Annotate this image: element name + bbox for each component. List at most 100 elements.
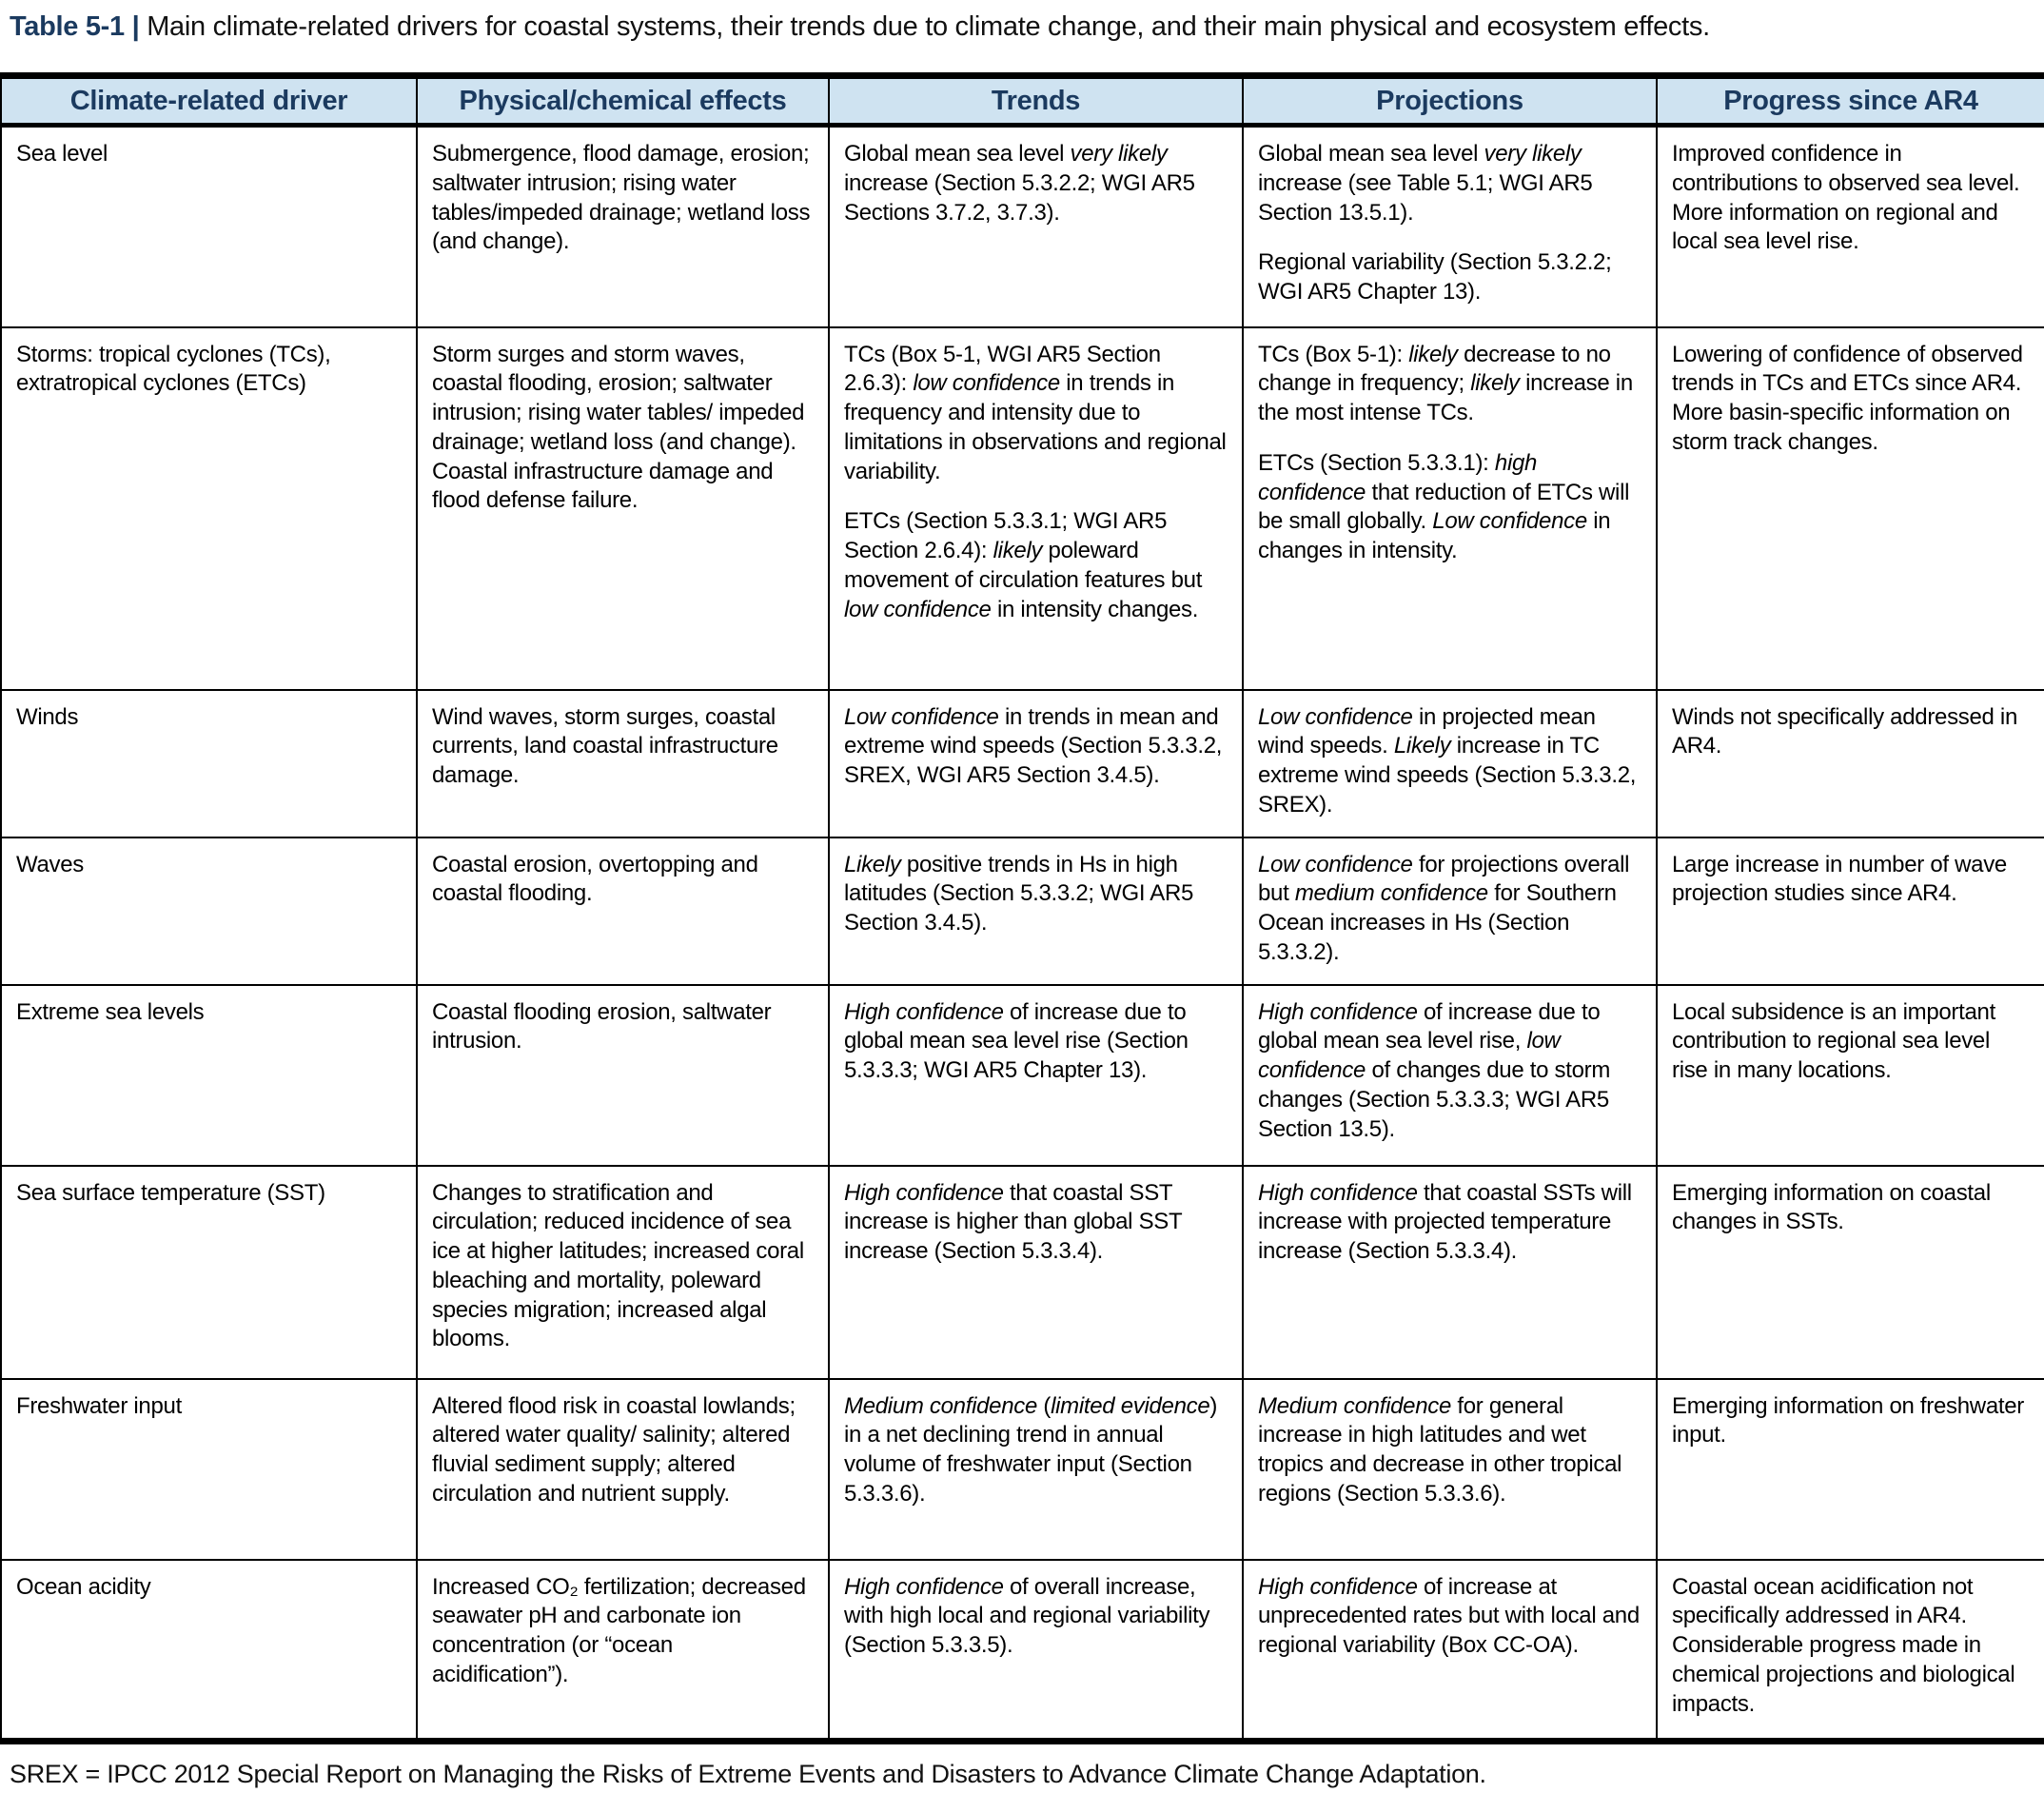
cell-paragraph: Improved confidence in contributions to …	[1672, 141, 2020, 255]
cell-paragraph: Sea level	[16, 141, 108, 167]
cell-projections: Low confidence for projections overall b…	[1243, 836, 1658, 985]
cell-paragraph: Global mean sea level very likely increa…	[844, 141, 1195, 226]
table-row: Extreme sea levels Coastal flooding erosi…	[1, 983, 2044, 1166]
cell-paragraph: High confidence that coastal SSTs will i…	[1258, 1179, 1632, 1265]
cell-driver: Sea surface temperature (SST)	[1, 1164, 418, 1379]
cell-driver: Storms: tropical cyclones (TCs), extratr…	[1, 325, 418, 690]
cell-trends: High confidence that coastal SST increas…	[829, 1164, 1244, 1379]
cell-paragraph: Altered flood risk in coastal lowlands; …	[432, 1392, 796, 1507]
cell-driver: Extreme sea levels	[1, 983, 418, 1166]
cell-effects: Increased CO₂ fertilization; decreased s…	[417, 1558, 830, 1742]
table-header: Climate-related driver Physical/chemical …	[1, 75, 2044, 128]
cell-paragraph: Extreme sea levels	[16, 998, 205, 1025]
cell-effects: Changes to stratification and circulatio…	[417, 1164, 830, 1379]
cell-effects: Coastal flooding erosion, saltwater intr…	[417, 983, 830, 1166]
cell-progress: Lowering of confidence of observed trend…	[1657, 325, 2044, 690]
cell-progress: Large increase in number of wave project…	[1657, 836, 2044, 985]
cell-paragraph: Increased CO₂ fertilization; decreased s…	[432, 1573, 806, 1687]
column-header: Physical/chemical effects	[417, 75, 830, 128]
column-header: Climate-related driver	[1, 75, 418, 128]
cell-paragraph: Large increase in number of wave project…	[1672, 851, 2007, 907]
cell-effects: Coastal erosion, overtopping and coastal…	[417, 836, 830, 985]
table-caption-text: Main climate-related drivers for coastal…	[139, 11, 1710, 42]
cell-paragraph: Low confidence in trends in mean and ext…	[844, 703, 1223, 789]
cell-paragraph: Coastal ocean acidification not specific…	[1672, 1573, 2015, 1717]
cell-paragraph: Coastal flooding erosion, saltwater intr…	[432, 998, 772, 1054]
cell-paragraph: Sea surface temperature (SST)	[16, 1179, 325, 1206]
cell-trends: TCs (Box 5-1, WGI AR5 Section 2.6.3): lo…	[829, 325, 1244, 690]
cell-paragraph: High confidence of overall increase, wit…	[844, 1573, 1210, 1659]
cell-trends: Medium confidence (limited evidence) in …	[829, 1377, 1244, 1560]
cell-effects: Submergence, flood damage, erosion; salt…	[417, 124, 830, 327]
cell-projections: Low confidence in projected mean wind sp…	[1243, 688, 1658, 837]
table-caption-number: Table 5-1 |	[10, 11, 140, 42]
table-row: Storms: tropical cyclones (TCs), extratr…	[1, 325, 2044, 690]
cell-driver: Ocean acidity	[1, 1558, 418, 1742]
cell-paragraph: Winds	[16, 703, 79, 730]
cell-paragraph: Medium confidence for general increase i…	[1258, 1392, 1622, 1507]
cell-paragraph: Waves	[16, 851, 84, 877]
cell-paragraph: Global mean sea level very likely increa…	[1258, 141, 1593, 226]
cell-paragraph: Low confidence in projected mean wind sp…	[1258, 703, 1637, 818]
table-body: Sea level Submergence, flood damage, eros…	[1, 124, 2044, 1742]
table-row: Ocean acidity Increased CO₂ fertilization…	[1, 1558, 2044, 1742]
cell-paragraph: Coastal erosion, overtopping and coastal…	[432, 851, 758, 907]
table-row: Sea surface temperature (SST) Changes to …	[1, 1164, 2044, 1379]
cell-trends: Likely positive trends in Hs in high lat…	[829, 836, 1244, 985]
cell-paragraph: Emerging information on coastal changes …	[1672, 1179, 1991, 1235]
cell-driver: Waves	[1, 836, 418, 985]
cell-progress: Improved confidence in contributions to …	[1657, 124, 2044, 327]
cell-paragraph: Likely positive trends in Hs in high lat…	[844, 851, 1194, 936]
cell-effects: Altered flood risk in coastal lowlands; …	[417, 1377, 830, 1560]
cell-driver: Winds	[1, 688, 418, 837]
cell-paragraph: Lowering of confidence of observed trend…	[1672, 341, 2023, 455]
cell-projections: High confidence that coastal SSTs will i…	[1243, 1164, 1658, 1379]
cell-paragraph: ETCs (Section 5.3.3.1): high confidence …	[1258, 449, 1630, 564]
cell-trends: Global mean sea level very likely increa…	[829, 124, 1244, 327]
cell-paragraph: High confidence of increase at unprecede…	[1258, 1573, 1640, 1659]
cell-paragraph: Changes to stratification and circulatio…	[432, 1179, 804, 1352]
cell-trends: High confidence of overall increase, wit…	[829, 1558, 1244, 1742]
cell-paragraph: TCs (Box 5-1): likely decrease to no cha…	[1258, 341, 1633, 426]
cell-progress: Emerging information on coastal changes …	[1657, 1164, 2044, 1379]
cell-progress: Local subsidence is an important contrib…	[1657, 983, 2044, 1166]
table-row: Winds Wind waves, storm surges, coastal c…	[1, 688, 2044, 837]
cell-paragraph: High confidence that coastal SST increas…	[844, 1179, 1182, 1265]
cell-paragraph: Medium confidence (limited evidence) in …	[844, 1392, 1218, 1507]
cell-projections: Global mean sea level very likely increa…	[1243, 124, 1658, 327]
table-caption: Table 5-1 | Main climate-related drivers…	[0, 6, 2044, 44]
cell-paragraph: Winds not specifically addressed in AR4.	[1672, 703, 2018, 759]
cell-projections: TCs (Box 5-1): likely decrease to no cha…	[1243, 325, 1658, 690]
cell-progress: Winds not specifically addressed in AR4.	[1657, 688, 2044, 837]
cell-paragraph: Ocean acidity	[16, 1573, 151, 1600]
cell-paragraph: Storms: tropical cyclones (TCs), extratr…	[16, 341, 331, 397]
climate-drivers-table: Climate-related driver Physical/chemical …	[0, 72, 2044, 1745]
cell-progress: Coastal ocean acidification not specific…	[1657, 1558, 2044, 1742]
cell-paragraph: Freshwater input	[16, 1392, 182, 1419]
column-header: Projections	[1243, 75, 1658, 128]
cell-paragraph: Regional variability (Section 5.3.2.2; W…	[1258, 249, 1612, 305]
cell-effects: Wind waves, storm surges, coastal curren…	[417, 688, 830, 837]
header-row: Climate-related driver Physical/chemical …	[1, 75, 2044, 128]
cell-paragraph: Local subsidence is an important contrib…	[1672, 998, 1995, 1084]
cell-paragraph: Submergence, flood damage, erosion; salt…	[432, 141, 811, 255]
cell-projections: High confidence of increase due to globa…	[1243, 983, 1658, 1166]
cell-trends: Low confidence in trends in mean and ext…	[829, 688, 1244, 837]
cell-driver: Sea level	[1, 124, 418, 327]
cell-driver: Freshwater input	[1, 1377, 418, 1560]
cell-projections: Medium confidence for general increase i…	[1243, 1377, 1658, 1560]
table-row: Sea level Submergence, flood damage, eros…	[1, 124, 2044, 327]
column-header: Trends	[829, 75, 1244, 128]
cell-paragraph: Storm surges and storm waves, coastal fl…	[432, 341, 805, 514]
table-row: Freshwater input Altered flood risk in co…	[1, 1377, 2044, 1560]
cell-paragraph: ETCs (Section 5.3.3.1; WGI AR5 Section 2…	[844, 508, 1203, 622]
table-row: Waves Coastal erosion, overtopping and co…	[1, 836, 2044, 985]
cell-paragraph: High confidence of increase due to globa…	[1258, 998, 1611, 1142]
column-header: Progress since AR4	[1657, 75, 2044, 128]
cell-effects: Storm surges and storm waves, coastal fl…	[417, 325, 830, 690]
cell-paragraph: Emerging information on freshwater input…	[1672, 1392, 2024, 1448]
cell-trends: High confidence of increase due to globa…	[829, 983, 1244, 1166]
cell-paragraph: High confidence of increase due to globa…	[844, 998, 1189, 1084]
cell-progress: Emerging information on freshwater input…	[1657, 1377, 2044, 1560]
